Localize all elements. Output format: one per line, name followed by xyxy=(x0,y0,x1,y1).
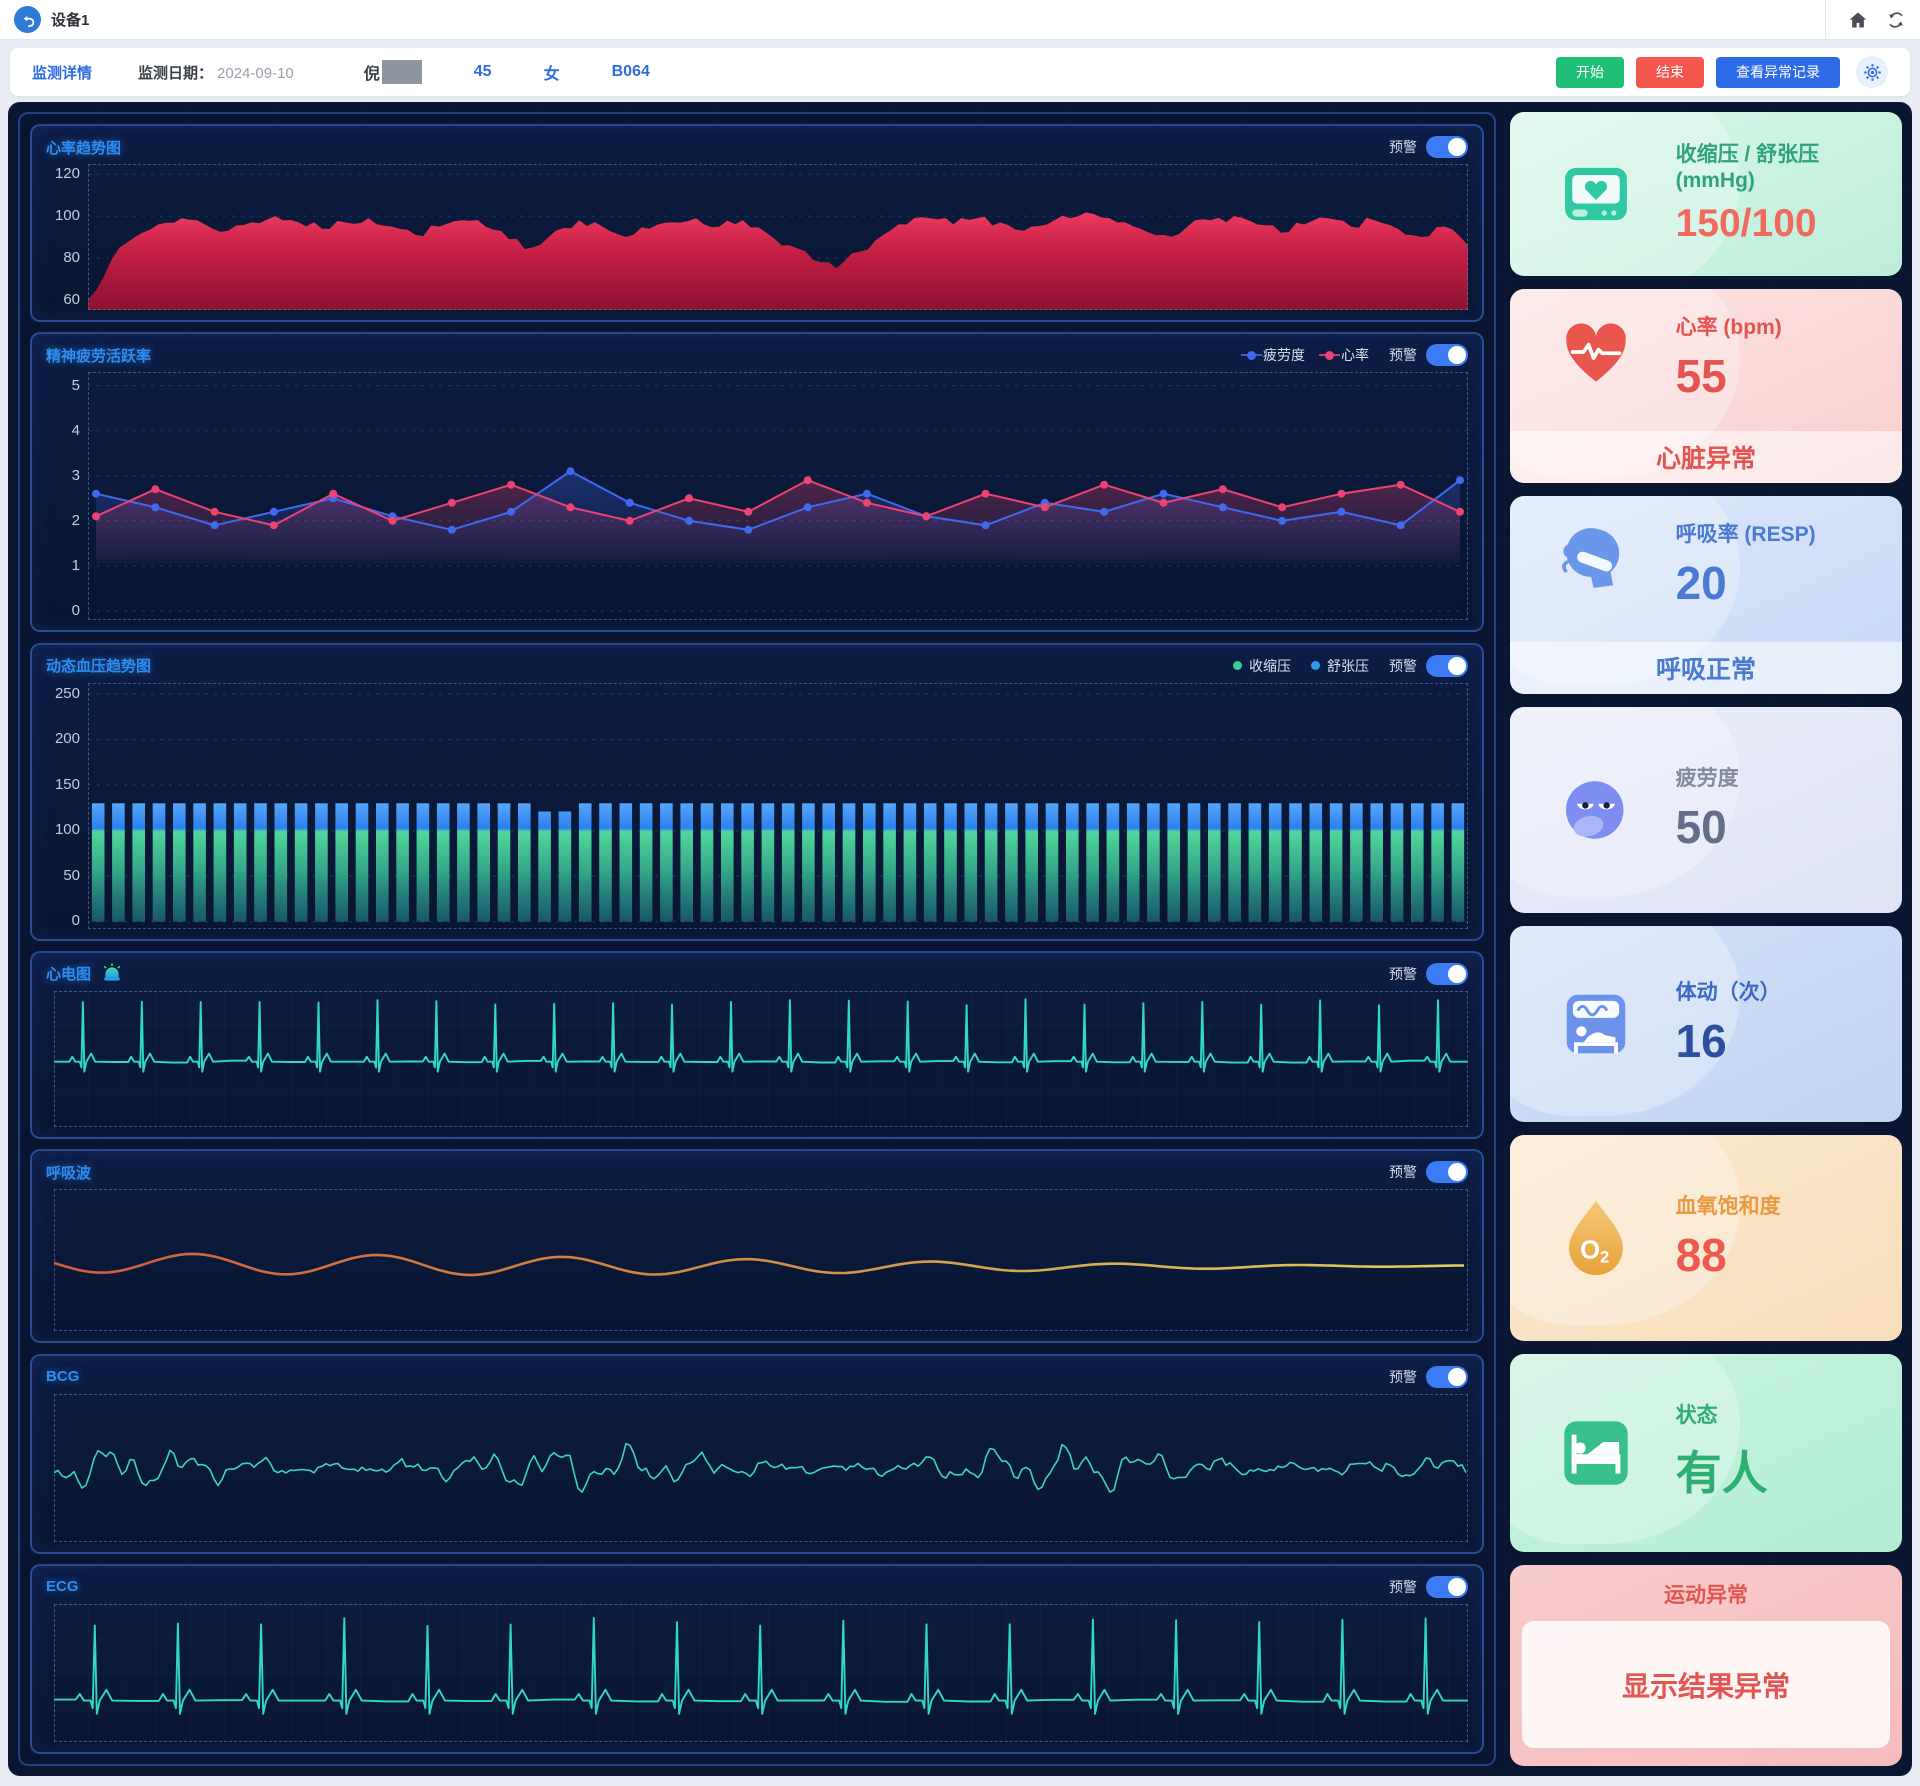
panel-ecg: ECG 预警 xyxy=(30,1563,1484,1754)
alarm-label: 预警 xyxy=(1389,1578,1417,1595)
bcg-chart xyxy=(54,1442,1467,1493)
y-axis-labels: 250 200 150 100 50 0 xyxy=(54,684,80,930)
stop-button[interactable]: 结束 xyxy=(1636,56,1704,88)
panel-title: 动态血压趋势图 xyxy=(46,658,152,676)
card-title: 疲劳度 xyxy=(1675,766,1739,790)
tab-monitor-details[interactable]: 监测详情 xyxy=(32,64,93,82)
y-axis-labels: 120 100 80 60 xyxy=(54,165,80,308)
heart-rate-icon xyxy=(1516,315,1676,389)
alarm-label: 预警 xyxy=(1389,347,1417,364)
card-value: 16 xyxy=(1675,1015,1727,1068)
legend-fatigue[interactable]: 疲劳度 xyxy=(1241,345,1305,365)
heart-rate-card: 心率 (bpm) 55 心脏异常 xyxy=(1510,289,1902,483)
panel-title: 心电图 xyxy=(46,966,92,984)
mental-fatigue-chart xyxy=(88,385,1468,612)
fatigue-face-icon xyxy=(1516,770,1676,850)
refresh-icon[interactable] xyxy=(1886,10,1906,30)
alarm-toggle[interactable] xyxy=(1426,1575,1468,1598)
start-button[interactable]: 开始 xyxy=(1556,56,1624,88)
panel-ecg-cn: 心电图 预警 xyxy=(30,950,1484,1139)
ecg-chart xyxy=(54,990,1468,1127)
occupied-bed-icon xyxy=(1516,1414,1676,1492)
motion-alert-card: 运动异常 显示结果异常 xyxy=(1510,1565,1902,1766)
dashboard-main: 心率趋势图 预警 120 100 80 60 精神疲劳活跃率 疲劳度 心率 预警 xyxy=(8,102,1912,1776)
patient-name: 倪 xyxy=(364,60,422,84)
gear-icon xyxy=(1863,63,1881,81)
spo2-card: O2 血氧饱和度 88 xyxy=(1510,1135,1902,1341)
card-value: 55 xyxy=(1675,350,1727,403)
legend-diastolic[interactable]: 舒张压 xyxy=(1311,656,1369,676)
alarm-toggle[interactable] xyxy=(1426,136,1468,158)
panel-title: 心率趋势图 xyxy=(46,139,122,157)
view-abnormal-records-button[interactable]: 查看异常记录 xyxy=(1716,56,1840,88)
card-value: 50 xyxy=(1675,801,1727,854)
alert-title: 运动异常 xyxy=(1664,1584,1748,1607)
bed-code: B064 xyxy=(611,63,650,80)
fatigue-card: 疲劳度 50 xyxy=(1510,707,1902,913)
heart-rate-chart xyxy=(88,173,1468,310)
alarm-label: 预警 xyxy=(1389,1164,1417,1181)
panel-respiration-wave: 呼吸波 预警 xyxy=(30,1149,1484,1344)
body-movement-icon xyxy=(1516,985,1676,1063)
blood-pressure-chart xyxy=(88,693,1468,922)
card-title: 状态 xyxy=(1675,1403,1718,1427)
oxygen-drop-icon: O2 xyxy=(1516,1197,1676,1279)
back-icon[interactable] xyxy=(14,6,41,33)
alarm-toggle[interactable] xyxy=(1426,962,1468,985)
monitor-header: 监测详情 监测日期： 2024-09-10 倪 45 女 B064 开始 结束 查… xyxy=(10,48,1910,96)
siren-alarm-icon xyxy=(103,963,121,981)
alarm-toggle[interactable] xyxy=(1426,654,1468,677)
alarm-label: 预警 xyxy=(1389,965,1417,982)
panel-title: 呼吸波 xyxy=(46,1164,92,1182)
ecg2-chart xyxy=(54,1603,1468,1742)
charts-column: 心率趋势图 预警 120 100 80 60 精神疲劳活跃率 疲劳度 心率 预警 xyxy=(18,112,1496,1766)
panel-heart-rate-trend: 心率趋势图 预警 120 100 80 60 xyxy=(30,124,1484,322)
patient-age: 45 xyxy=(473,63,492,80)
respiration-card: 呼吸率 (RESP) 20 呼吸正常 xyxy=(1510,496,1902,694)
respiration-chart xyxy=(54,1252,1464,1277)
card-value: 150/100 xyxy=(1675,202,1817,246)
card-title: 心率 (bpm) xyxy=(1675,316,1782,339)
patient-name-redacted xyxy=(381,60,422,84)
alarm-toggle[interactable] xyxy=(1426,1365,1468,1388)
legend-systolic[interactable]: 收缩压 xyxy=(1233,656,1291,676)
card-title: 体动（次） xyxy=(1675,980,1781,1004)
body-movement-card: 体动（次） 16 xyxy=(1510,926,1902,1122)
alarm-toggle[interactable] xyxy=(1426,1161,1468,1184)
panel-title: ECG xyxy=(46,1578,79,1596)
card-title: 收缩压 / 舒张压 (mmHg) xyxy=(1675,142,1820,192)
card-title: 血氧饱和度 xyxy=(1675,1194,1781,1218)
alarm-label: 预警 xyxy=(1389,657,1417,674)
card-value: 有人 xyxy=(1675,1447,1768,1500)
alarm-label: 预警 xyxy=(1389,1368,1417,1385)
monitor-date: 监测日期： 2024-09-10 xyxy=(138,64,294,82)
alarm-toggle[interactable] xyxy=(1426,344,1468,367)
window-titlebar: 设备1 xyxy=(0,0,1920,40)
respiration-status-band: 呼吸正常 xyxy=(1510,642,1902,694)
panel-bcg: BCG 预警 xyxy=(30,1353,1484,1554)
panel-title: 精神疲劳活跃率 xyxy=(46,347,152,365)
settings-button[interactable] xyxy=(1856,56,1888,88)
alert-result: 显示结果异常 xyxy=(1522,1621,1890,1748)
device-title: 设备1 xyxy=(51,12,90,29)
vitals-sidebar: 收缩压 / 舒张压 (mmHg) 150/100 心率 (bpm) 55 心脏异… xyxy=(1510,112,1902,1766)
alarm-label: 预警 xyxy=(1389,139,1417,155)
blood-pressure-card: 收缩压 / 舒张压 (mmHg) 150/100 xyxy=(1510,112,1902,276)
heart-status-band: 心脏异常 xyxy=(1510,431,1902,483)
patient-gender: 女 xyxy=(543,66,560,83)
card-value: 88 xyxy=(1675,1229,1727,1282)
home-icon[interactable] xyxy=(1848,10,1868,30)
card-value: 20 xyxy=(1675,557,1727,610)
bp-monitor-icon xyxy=(1516,156,1676,232)
breathing-icon xyxy=(1516,522,1676,600)
card-title: 呼吸率 (RESP) xyxy=(1675,523,1816,546)
bed-status-card: 状态 有人 xyxy=(1510,1354,1902,1552)
panel-title: BCG xyxy=(46,1368,80,1386)
legend-heart-rate[interactable]: 心率 xyxy=(1319,345,1369,365)
panel-blood-pressure: 动态血压趋势图 收缩压 舒张压 预警 250 200 150 100 50 0 xyxy=(30,642,1484,941)
